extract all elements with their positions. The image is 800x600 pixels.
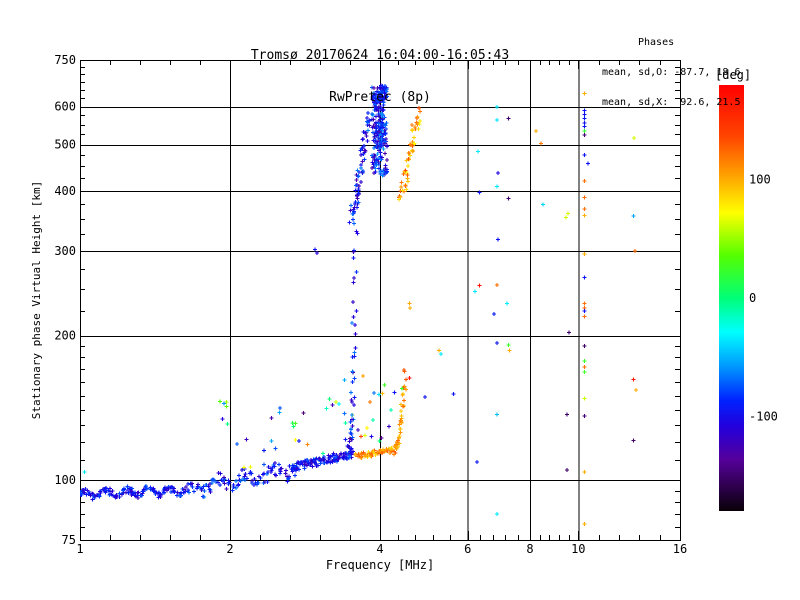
phase-stats-o-line: mean, sd,O: -87.7, 18.6 [602,67,741,78]
svg-text:2: 2 [226,542,233,556]
title-block: Tromsø 20170624 16:04:00-16:05:43 RwPret… [80,21,680,133]
svg-text:500: 500 [54,138,76,152]
colorbar-tick-label: 0 [749,291,756,305]
svg-text:600: 600 [54,100,76,114]
colorbar: [deg] 100 0 -100 [715,68,778,511]
colorbar-tick-label: 100 [749,173,771,187]
svg-text:750: 750 [54,53,76,67]
axis-labels: 1 2 4 6 8 10 16 750 600 500 400 300 200 100 75 Frequenc… [30,53,687,572]
plot-title: Tromsø 20170624 16:04:00-16:05:43 [250,48,510,63]
plot-frame [80,60,681,541]
svg-text:200: 200 [54,329,76,343]
svg-text:75: 75 [62,533,76,547]
svg-text:100: 100 [54,473,76,487]
colorbar-tick-label: -100 [749,409,778,423]
phase-stats-x-line: mean, sd,X: 92.6, 21.5 [602,97,741,108]
scatter-points [80,83,638,526]
svg-text:8: 8 [526,542,533,556]
phase-stats: Phases mean, sd,O: -87.7, 18.6 mean, sd,… [602,18,792,128]
colorbar-unit-label: [deg] [715,68,751,82]
x-axis-title: Frequency [MHz] [326,558,434,572]
y-axis-title: Stationary phase Virtual Height [km] [30,181,43,419]
svg-text:400: 400 [54,184,76,198]
svg-text:10: 10 [571,542,585,556]
svg-text:300: 300 [54,244,76,258]
svg-text:6: 6 [464,542,471,556]
colorbar-gradient [719,85,744,511]
svg-text:1: 1 [76,542,83,556]
svg-text:16: 16 [673,542,687,556]
svg-text:4: 4 [376,542,383,556]
phase-stats-title: Phases [638,37,675,48]
plot-subtitle: RwPretec (8p) [329,90,431,105]
